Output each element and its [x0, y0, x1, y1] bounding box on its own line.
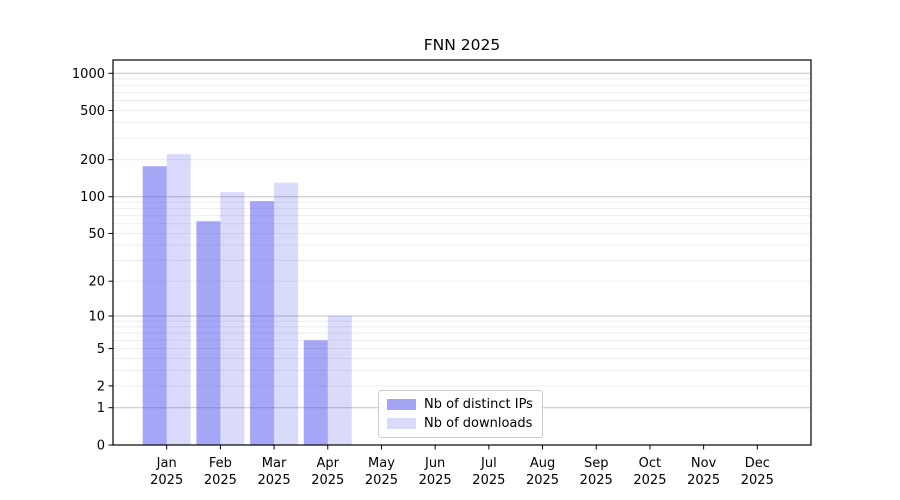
legend-label-downloads: Nb of downloads: [424, 416, 533, 431]
x-tick-label-year: 2025: [472, 473, 505, 488]
legend-label-distinct-ips: Nb of distinct IPs: [424, 397, 533, 412]
x-tick-label-month: Jul: [480, 456, 497, 471]
x-tick-label-month: Mar: [262, 456, 287, 471]
bar-nb-of-distinct-ips-mar: [250, 201, 275, 445]
y-tick-label: 200: [80, 153, 105, 168]
x-axis: Jan 2025 Feb 2025 Mar 2025 Apr 2025 May 2025 Jun 20…: [150, 445, 774, 488]
x-tick-label-month: Jun: [424, 456, 445, 471]
x-tick-label-year: 2025: [741, 473, 774, 488]
bar-nb-of-downloads-feb: [220, 192, 245, 445]
y-tick-label: 20: [88, 275, 105, 290]
x-tick-label-month: Jan: [156, 456, 177, 471]
y-tick-label: 5: [97, 342, 105, 357]
plot-border: [112, 59, 812, 446]
x-tick-label-year: 2025: [419, 473, 452, 488]
bar-nb-of-distinct-ips-feb: [196, 221, 221, 445]
y-tick-label: 1000: [72, 67, 105, 82]
bar-nb-of-downloads-apr: [327, 315, 352, 445]
x-tick-label-year: 2025: [258, 473, 291, 488]
y-tick-label: 50: [88, 227, 105, 242]
y-tick-label: 10: [88, 309, 105, 324]
x-tick-label-year: 2025: [526, 473, 559, 488]
minor-gridlines: [113, 78, 811, 387]
x-tick-label-month: Apr: [317, 456, 340, 471]
y-tick-label: 100: [80, 190, 105, 205]
x-tick-label-month: Feb: [209, 456, 232, 471]
bar-nb-of-downloads-mar: [274, 182, 299, 446]
legend-swatch-downloads: [387, 418, 416, 429]
x-tick-label-year: 2025: [633, 473, 666, 488]
y-tick-label: 2: [97, 379, 105, 394]
bar-nb-of-distinct-ips-jan: [142, 166, 167, 445]
x-tick-label-month: Sep: [584, 456, 609, 471]
y-axis: 0 1 2 5 10 20 50 100 200 500 1000: [72, 67, 113, 454]
x-tick-label-month: Nov: [691, 456, 717, 471]
y-tick-label: 1: [97, 401, 105, 416]
x-tick-label-year: 2025: [311, 473, 344, 488]
x-tick-label-year: 2025: [687, 473, 720, 488]
legend-swatch-distinct-ips: [387, 399, 416, 410]
bar-nb-of-distinct-ips-apr: [303, 340, 328, 445]
legend-item-distinct-ips: Nb of distinct IPs: [387, 397, 533, 412]
y-tick-label: 0: [97, 439, 105, 454]
y-tick-label: 500: [80, 104, 105, 119]
spines: [112, 59, 812, 446]
legend-item-downloads: Nb of downloads: [387, 416, 533, 431]
legend: Nb of distinct IPs Nb of downloads: [378, 390, 543, 438]
x-tick-label-month: Oct: [639, 456, 661, 471]
bar-nb-of-downloads-jan: [166, 154, 191, 446]
x-tick-label-month: Dec: [745, 456, 770, 471]
x-tick-label-year: 2025: [365, 473, 398, 488]
x-tick-label-year: 2025: [580, 473, 613, 488]
bars: [142, 154, 352, 446]
chart-title: FNN 2025: [423, 36, 501, 54]
x-tick-label-year: 2025: [204, 473, 237, 488]
x-tick-label-month: Aug: [530, 456, 555, 471]
x-tick-label-year: 2025: [150, 473, 183, 488]
x-tick-label-month: May: [368, 456, 395, 471]
